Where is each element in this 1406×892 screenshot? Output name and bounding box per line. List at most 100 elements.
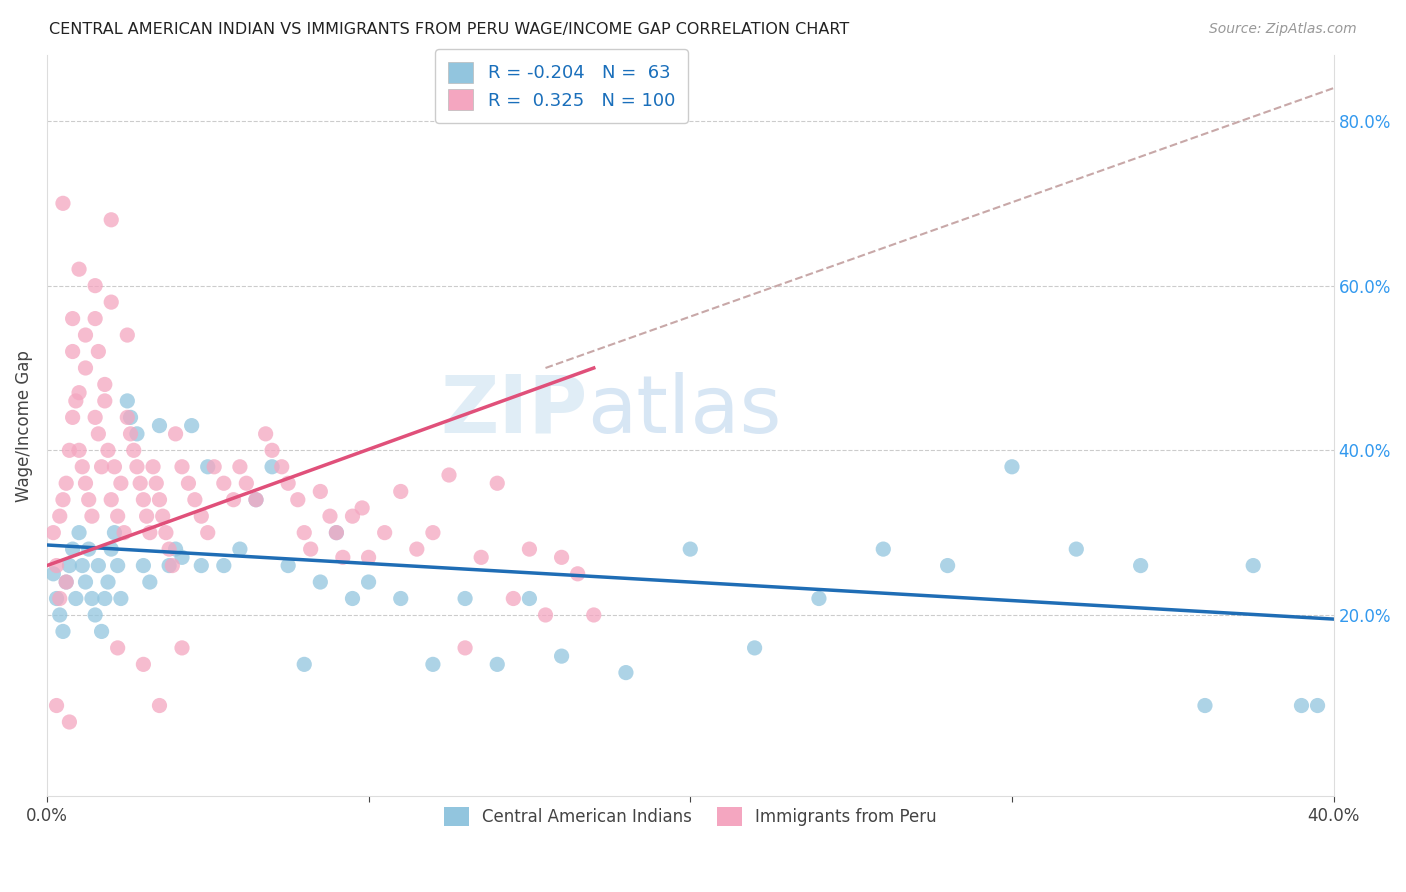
Point	[309, 575, 332, 590]
Point	[77, 492, 100, 507]
Point	[1064, 542, 1087, 557]
Text: ZIP: ZIP	[440, 372, 588, 450]
Point	[262, 459, 284, 474]
Point	[470, 550, 492, 565]
Point	[405, 542, 427, 557]
Point	[67, 262, 90, 277]
Point	[80, 591, 103, 606]
Point	[90, 459, 112, 474]
Point	[197, 459, 219, 474]
Point	[97, 443, 120, 458]
Point	[744, 640, 766, 655]
Point	[58, 558, 80, 573]
Point	[325, 525, 347, 540]
Point	[202, 459, 225, 474]
Point	[72, 558, 94, 573]
Point	[87, 344, 110, 359]
Point	[90, 624, 112, 639]
Point	[110, 591, 132, 606]
Point	[519, 591, 541, 606]
Point	[270, 459, 292, 474]
Point	[100, 542, 122, 557]
Point	[107, 640, 129, 655]
Point	[309, 484, 332, 499]
Point	[135, 509, 157, 524]
Point	[357, 550, 380, 565]
Point	[212, 558, 235, 573]
Point	[94, 377, 117, 392]
Point	[97, 575, 120, 590]
Point	[117, 410, 139, 425]
Point	[94, 393, 117, 408]
Point	[107, 558, 129, 573]
Point	[807, 591, 830, 606]
Point	[62, 410, 84, 425]
Point	[84, 278, 107, 293]
Point	[67, 443, 90, 458]
Point	[62, 542, 84, 557]
Point	[352, 500, 374, 515]
Point	[87, 426, 110, 441]
Point	[45, 558, 67, 573]
Point	[152, 509, 174, 524]
Point	[165, 542, 187, 557]
Point	[325, 525, 347, 540]
Point	[550, 649, 572, 664]
Point	[142, 459, 165, 474]
Point	[132, 492, 155, 507]
Point	[148, 418, 170, 433]
Point	[222, 492, 245, 507]
Point	[75, 328, 97, 343]
Point	[277, 558, 299, 573]
Point	[157, 558, 180, 573]
Point	[157, 542, 180, 557]
Point	[49, 591, 72, 606]
Point	[1241, 558, 1264, 573]
Point	[45, 591, 67, 606]
Point	[52, 624, 75, 639]
Point	[112, 525, 135, 540]
Point	[534, 607, 557, 622]
Point	[454, 640, 477, 655]
Point	[103, 459, 125, 474]
Point	[75, 476, 97, 491]
Point	[42, 566, 65, 581]
Point	[170, 459, 193, 474]
Point	[180, 418, 202, 433]
Text: Source: ZipAtlas.com: Source: ZipAtlas.com	[1209, 22, 1357, 37]
Point	[287, 492, 309, 507]
Point	[190, 509, 212, 524]
Point	[1129, 558, 1152, 573]
Point	[100, 212, 122, 227]
Point	[72, 459, 94, 474]
Point	[437, 468, 460, 483]
Point	[125, 426, 148, 441]
Point	[389, 484, 412, 499]
Point	[486, 657, 509, 672]
Point	[103, 525, 125, 540]
Point	[170, 550, 193, 565]
Point	[357, 575, 380, 590]
Point	[80, 509, 103, 524]
Point	[122, 443, 145, 458]
Point	[120, 410, 142, 425]
Point	[245, 492, 267, 507]
Point	[132, 558, 155, 573]
Point	[170, 640, 193, 655]
Point	[190, 558, 212, 573]
Point	[100, 295, 122, 310]
Point	[177, 476, 200, 491]
Point	[55, 575, 77, 590]
Point	[486, 476, 509, 491]
Point	[374, 525, 396, 540]
Point	[454, 591, 477, 606]
Point	[1306, 698, 1329, 713]
Point	[197, 525, 219, 540]
Point	[679, 542, 702, 557]
Point	[58, 443, 80, 458]
Point	[936, 558, 959, 573]
Point	[107, 509, 129, 524]
Point	[292, 657, 315, 672]
Text: atlas: atlas	[588, 372, 782, 450]
Point	[67, 385, 90, 400]
